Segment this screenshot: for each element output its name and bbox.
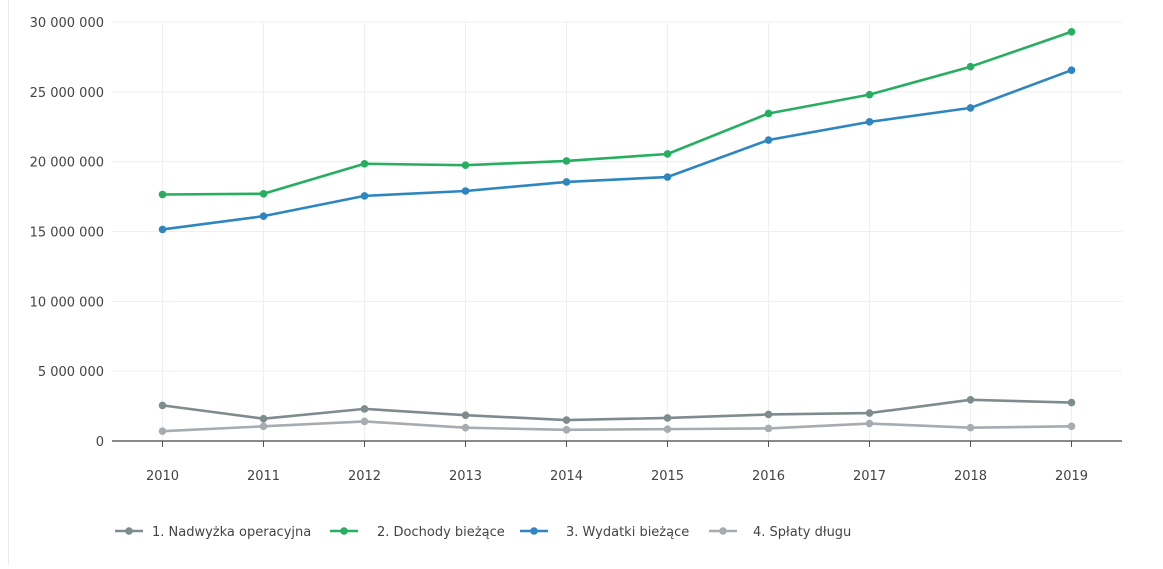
- legend-label: 3. Wydatki bieżące: [566, 525, 689, 540]
- grid: [112, 21, 1122, 441]
- y-tick-label: 30 000 000: [30, 16, 104, 31]
- x-tick-label: 2016: [752, 469, 785, 484]
- y-tick-label: 15 000 000: [30, 226, 104, 241]
- data-point: [865, 118, 874, 126]
- data-point: [663, 173, 672, 181]
- series-line: [161, 420, 1073, 433]
- x-tick-label: 2015: [651, 469, 684, 484]
- data-point: [158, 427, 167, 436]
- x-axis: 2010 2011 2012 2013 2014 2015 2016 2017 2018 2019: [112, 440, 1122, 484]
- data-point: [1067, 398, 1076, 407]
- data-point: [764, 410, 773, 419]
- data-point: [764, 136, 773, 144]
- data-point: [259, 414, 268, 423]
- data-point: [966, 104, 975, 112]
- data-point: [663, 425, 672, 433]
- data-point: [663, 414, 672, 422]
- data-point: [1067, 422, 1076, 431]
- data-point: [663, 150, 672, 158]
- data-point: [865, 90, 874, 99]
- x-tick-label: 2013: [449, 469, 482, 484]
- data-point: [360, 405, 369, 413]
- legend-swatch-marker: [125, 527, 133, 535]
- x-tick-label: 2018: [954, 469, 987, 484]
- y-tick-label: 0: [96, 435, 104, 450]
- data-point: [764, 424, 773, 433]
- data-point: [562, 178, 571, 186]
- data-point: [259, 212, 268, 220]
- data-point: [764, 109, 773, 118]
- x-tick-label: 2019: [1055, 469, 1088, 484]
- data-point: [1067, 66, 1076, 74]
- data-point: [158, 401, 167, 410]
- x-tick-label: 2011: [247, 469, 280, 484]
- data-point: [360, 417, 369, 426]
- data-point: [461, 161, 470, 169]
- data-point: [865, 419, 874, 428]
- x-tick-label: 2017: [853, 469, 886, 484]
- data-point: [259, 422, 268, 431]
- data-point: [1067, 27, 1076, 36]
- legend-swatch-marker: [340, 527, 348, 535]
- legend-label: 4. Spłaty długu: [753, 525, 851, 540]
- data-point: [562, 416, 571, 424]
- y-axis: 0 5 000 000 10 000 000 15 000 000 20 000 000…: [30, 16, 104, 450]
- y-tick-label: 5 000 000: [38, 365, 104, 380]
- data-point: [259, 189, 268, 198]
- legend: 1. Nadwyżka operacyjna 2. Dochody bieżące…: [115, 525, 851, 540]
- data-point: [966, 62, 975, 71]
- data-point: [461, 423, 470, 432]
- x-tick-label: 2014: [550, 469, 583, 484]
- y-tick-label: 20 000 000: [30, 156, 104, 171]
- data-point: [966, 423, 975, 432]
- data-point: [562, 426, 571, 434]
- data-point: [865, 409, 874, 417]
- legend-swatch-marker: [719, 527, 727, 535]
- series-line: [161, 398, 1073, 422]
- legend-label: 2. Dochody bieżące: [377, 525, 505, 540]
- data-point: [461, 187, 470, 195]
- data-point: [360, 192, 369, 200]
- data-point: [158, 225, 167, 234]
- legend-label: 1. Nadwyżka operacyjna: [152, 525, 311, 540]
- data-point: [360, 159, 369, 168]
- frame-border: [8, 0, 9, 565]
- series-line: [161, 68, 1073, 231]
- series-group: [158, 27, 1076, 436]
- x-tick-label: 2012: [348, 469, 381, 484]
- x-tick-label: 2010: [146, 469, 179, 484]
- data-point: [461, 411, 470, 419]
- legend-swatch-marker: [530, 527, 538, 535]
- y-tick-label: 25 000 000: [30, 86, 104, 101]
- data-point: [158, 190, 167, 199]
- data-point: [966, 395, 975, 404]
- y-tick-label: 10 000 000: [30, 295, 104, 310]
- data-point: [562, 157, 571, 165]
- series-line: [161, 30, 1073, 196]
